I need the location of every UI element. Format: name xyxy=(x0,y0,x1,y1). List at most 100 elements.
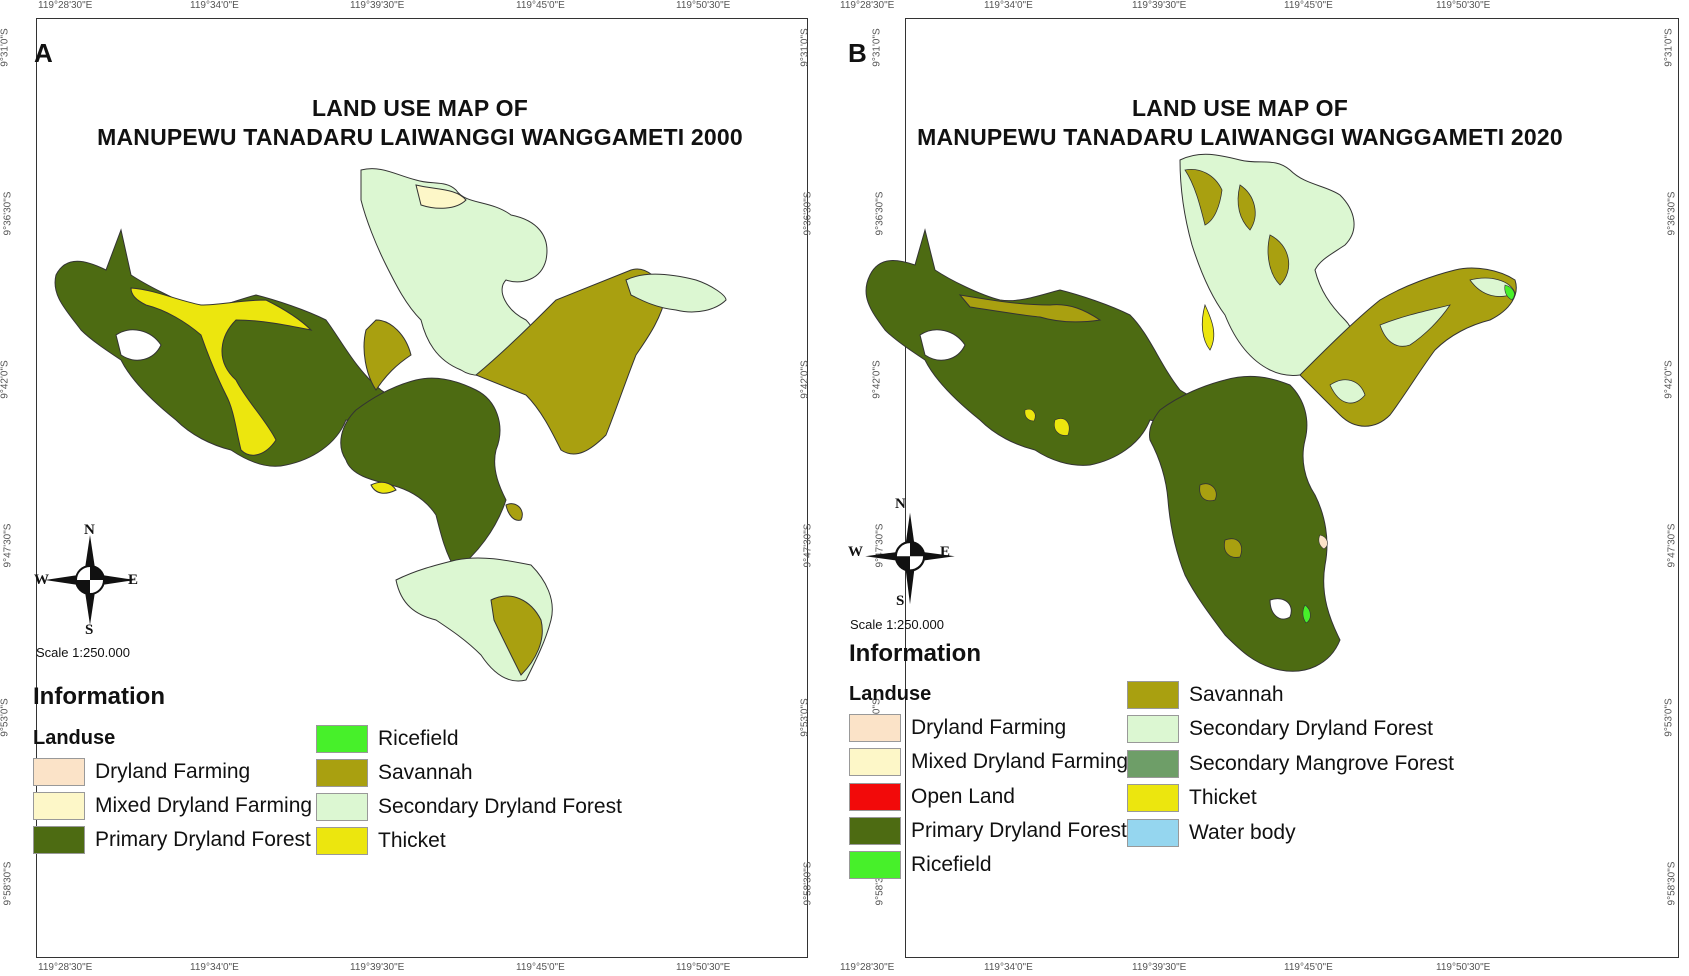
legend-swatch xyxy=(316,793,368,821)
legend-swatch xyxy=(1127,750,1179,778)
coord-label: 119°28'30"E xyxy=(840,962,895,973)
compass-west-label: W xyxy=(848,544,863,560)
legend-item: Primary Dryland Forest xyxy=(849,816,1127,846)
legend-label: Mixed Dryland Farming xyxy=(95,794,313,817)
legend-subheading: Landuse xyxy=(849,683,932,705)
compass-east-label: E xyxy=(128,572,139,588)
legend-swatch xyxy=(1127,681,1179,709)
legend-item: Savannah xyxy=(316,758,473,788)
compass-north-label: N xyxy=(84,522,95,538)
map-title-line2: MANUPEWU TANADARU LAIWANGGI WANGGAMETI 2… xyxy=(917,124,1563,150)
coord-label: 9°58'30"S xyxy=(1666,861,1678,906)
coord-label: 9°36'30"S xyxy=(1666,191,1678,236)
coord-label: 9°53'0"S xyxy=(799,698,811,737)
legend-label: Ricefield xyxy=(378,727,459,750)
coord-label: 9°31'0"S xyxy=(871,28,883,67)
coord-label: 9°42'0"S xyxy=(0,360,11,399)
coord-label: 119°50'30"E xyxy=(676,962,731,973)
legend-item: Ricefield xyxy=(316,724,459,754)
coord-label: 119°28'30"E xyxy=(38,0,93,11)
legend-item: Open Land xyxy=(849,782,1015,812)
legend-label: Thicket xyxy=(1189,786,1257,809)
coord-label: 119°39'30"E xyxy=(350,0,405,11)
legend-swatch xyxy=(316,759,368,787)
legend-swatch xyxy=(849,748,901,776)
coord-label: 119°45'0"E xyxy=(516,962,565,973)
legend-label: Primary Dryland Forest xyxy=(95,828,311,851)
legend-label: Secondary Dryland Forest xyxy=(378,795,622,818)
legend-item: Thicket xyxy=(316,826,446,856)
compass-rose-icon xyxy=(865,512,955,605)
legend-subheading: Landuse xyxy=(33,727,116,749)
map-title-line2: MANUPEWU TANADARU LAIWANGGI WANGGAMETI 2… xyxy=(97,124,743,150)
legend-label: Open Land xyxy=(911,785,1015,808)
legend-swatch xyxy=(1127,819,1179,847)
compass-south-label: S xyxy=(896,593,905,609)
coord-label: 119°28'30"E xyxy=(38,962,93,973)
legend-swatch xyxy=(1127,784,1179,812)
compass-east-label: E xyxy=(940,544,951,560)
legend-swatch xyxy=(849,714,901,742)
coord-label: 9°58'30"S xyxy=(802,861,814,906)
compass-west-label: W xyxy=(34,572,49,588)
legend-label: Secondary Dryland Forest xyxy=(1189,717,1433,740)
legend-item: Primary Dryland Forest xyxy=(33,825,311,855)
legend-item: Secondary Dryland Forest xyxy=(316,792,622,822)
coord-label: 119°34'0"E xyxy=(190,962,239,973)
land-use-map-2020 xyxy=(865,153,1517,672)
legend-label: Primary Dryland Forest xyxy=(911,819,1127,842)
legend-heading: Information xyxy=(33,683,165,710)
coord-label: 119°28'30"E xyxy=(840,0,895,11)
panel-letter: B xyxy=(848,38,867,68)
coord-label: 119°39'30"E xyxy=(1132,962,1187,973)
compass-rose-icon xyxy=(45,535,135,625)
coord-label: 9°31'0"S xyxy=(1663,28,1675,67)
legend-item: Savannah xyxy=(1127,680,1284,710)
map-scale: Scale 1:250.000 xyxy=(850,617,944,632)
legend-item: Dryland Farming xyxy=(849,713,1066,743)
legend-swatch xyxy=(33,758,85,786)
legend-swatch xyxy=(849,851,901,879)
map-title: LAND USE MAP OF MANUPEWU TANADARU LAIWAN… xyxy=(840,94,1640,152)
coord-label: 9°47'30"S xyxy=(1666,523,1678,568)
coord-label: 119°34'0"E xyxy=(984,0,1033,11)
legend-item: Secondary Dryland Forest xyxy=(1127,714,1433,744)
legend-item: Mixed Dryland Farming xyxy=(33,791,312,821)
coord-label: 9°31'0"S xyxy=(0,28,11,67)
coord-label: 119°39'30"E xyxy=(350,962,405,973)
coord-label: 9°53'0"S xyxy=(0,698,11,737)
coord-label: 9°36'30"S xyxy=(2,191,14,236)
legend-label: Thicket xyxy=(378,829,446,852)
legend-swatch xyxy=(1127,715,1179,743)
coord-label: 119°45'0"E xyxy=(1284,0,1333,11)
legend-swatch xyxy=(33,826,85,854)
coord-label: 9°53'0"S xyxy=(1663,698,1675,737)
coord-label: 119°50'30"E xyxy=(1436,0,1491,11)
map-panel-b: 119°28'30"E 119°34'0"E 119°39'30"E 119°4… xyxy=(840,0,1689,976)
coord-label: 9°31'0"S xyxy=(799,28,811,67)
map-title-line1: LAND USE MAP OF xyxy=(312,95,528,121)
map-panel-a: 119°28'30"E 119°34'0"E 119°39'30"E 119°4… xyxy=(0,0,815,976)
legend-heading: Information xyxy=(849,640,981,667)
legend-item: Water body xyxy=(1127,818,1296,848)
legend-label: Dryland Farming xyxy=(95,760,251,783)
legend-item: Thicket xyxy=(1127,783,1257,813)
legend-swatch xyxy=(33,792,85,820)
coord-label: 9°47'30"S xyxy=(2,523,14,568)
coord-label: 9°42'0"S xyxy=(1663,360,1675,399)
legend-swatch xyxy=(849,783,901,811)
legend-label: Savannah xyxy=(1189,683,1284,706)
coord-label: 9°58'30"S xyxy=(2,861,14,906)
coord-label: 119°45'0"E xyxy=(516,0,565,11)
coord-label: 119°39'30"E xyxy=(1132,0,1187,11)
legend-label: Savannah xyxy=(378,761,473,784)
legend-label: Water body xyxy=(1189,821,1296,844)
legend-item: Dryland Farming xyxy=(33,757,250,787)
legend-label: Mixed Dryland Farming xyxy=(911,750,1129,773)
map-scale: Scale 1:250.000 xyxy=(36,645,130,660)
legend-swatch xyxy=(849,817,901,845)
coord-label: 119°34'0"E xyxy=(190,0,239,11)
legend-swatch xyxy=(316,725,368,753)
coord-label: 119°34'0"E xyxy=(984,962,1033,973)
legend-label: Dryland Farming xyxy=(911,716,1067,739)
